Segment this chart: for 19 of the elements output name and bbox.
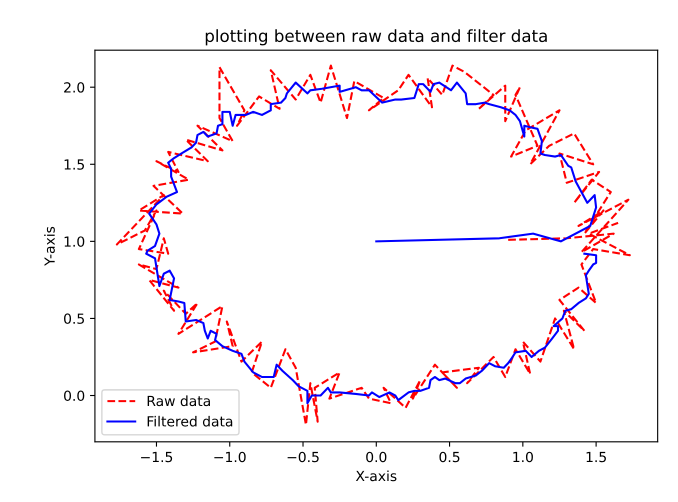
y-tick-label: 0.0	[64, 390, 84, 401]
chart-title: plotting between raw data and filter data	[206, 29, 547, 46]
y-tick-label: 1.5	[64, 159, 84, 170]
x-tick-label: −1.5	[141, 452, 172, 462]
legend-label: Raw data	[148, 395, 210, 406]
y-tick-label: 2.0	[64, 82, 84, 93]
y-axis-title: Y-axis	[44, 226, 55, 266]
x-tick-label: 0.0	[366, 452, 386, 462]
x-tick-label: 1.5	[586, 452, 606, 462]
y-tick-label: 1.0	[64, 236, 84, 247]
y-tick-label: 0.5	[64, 313, 84, 324]
line-series	[145, 82, 598, 404]
x-tick-label: 0.5	[439, 452, 460, 462]
x-tick-label: 1.0	[513, 452, 533, 462]
legend-label: Filtered data	[148, 416, 232, 427]
x-tick-label: −0.5	[288, 452, 319, 462]
x-tick-label: −1.0	[214, 452, 246, 462]
line-series	[116, 64, 631, 426]
x-axis-title: X-axis	[356, 470, 396, 482]
